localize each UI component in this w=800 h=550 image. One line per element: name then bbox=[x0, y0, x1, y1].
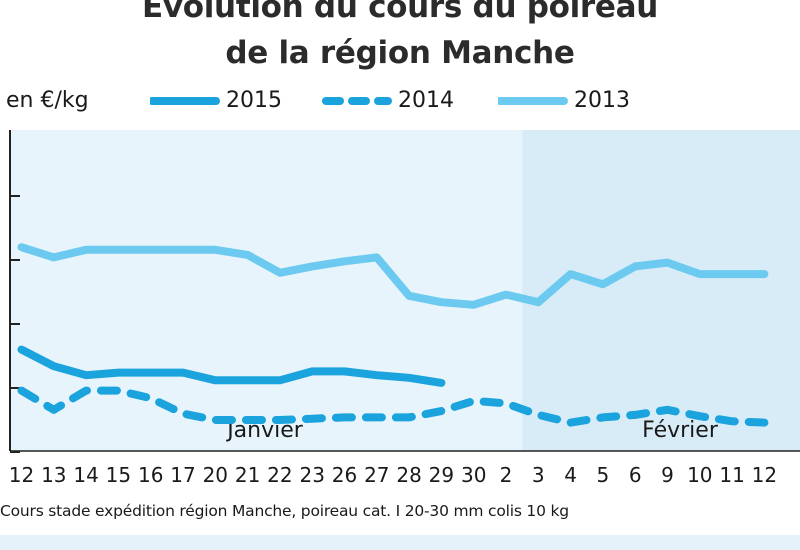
x-tick-label: 15 bbox=[106, 463, 131, 487]
x-tick-label: 9 bbox=[661, 463, 674, 487]
x-tick-label: 10 bbox=[687, 463, 712, 487]
x-tick-label: 29 bbox=[429, 463, 454, 487]
legend-item-2015: 2015 bbox=[150, 86, 310, 116]
legend-item-2013: 2013 bbox=[498, 86, 658, 116]
x-tick-label: 3 bbox=[532, 463, 545, 487]
x-tick-label: 28 bbox=[396, 463, 421, 487]
legend-label-2014: 2014 bbox=[398, 88, 454, 113]
chart-title: Evolution du cours du poireau de la régi… bbox=[0, 0, 800, 76]
chart-title-line-2: de la région Manche bbox=[225, 35, 575, 71]
x-tick-label: 30 bbox=[461, 463, 486, 487]
month-band-fevrier bbox=[522, 130, 800, 451]
x-tick-label: 12 bbox=[9, 463, 34, 487]
month-label: Février bbox=[642, 418, 719, 443]
source-note: Cours stade expédition région Manche, po… bbox=[0, 502, 569, 520]
y-axis-unit-label: en €/kg bbox=[6, 88, 89, 113]
x-tick-label: 16 bbox=[138, 463, 163, 487]
footer-band bbox=[0, 535, 800, 550]
x-tick-label: 20 bbox=[203, 463, 228, 487]
x-tick-label: 17 bbox=[170, 463, 195, 487]
series-line-2014 bbox=[17, 386, 769, 427]
x-tick-label: 23 bbox=[299, 463, 324, 487]
x-tick-label: 5 bbox=[597, 463, 610, 487]
x-tick-label: 14 bbox=[73, 463, 98, 487]
x-tick-label: 4 bbox=[564, 463, 577, 487]
x-tick-label: 12 bbox=[752, 463, 777, 487]
x-tick-label: 21 bbox=[235, 463, 260, 487]
legend-item-2014: 2014 bbox=[322, 86, 482, 116]
legend-label-2015: 2015 bbox=[226, 88, 282, 113]
x-tick-label: 27 bbox=[364, 463, 389, 487]
chart-title-line-1: Evolution du cours du poireau bbox=[141, 0, 659, 25]
month-band-janvier bbox=[10, 130, 523, 451]
x-tick-label: 2 bbox=[500, 463, 513, 487]
series-line-2013 bbox=[17, 243, 769, 309]
x-tick-label: 13 bbox=[41, 463, 66, 487]
series-line-2015 bbox=[17, 345, 446, 387]
legend-label-2013: 2013 bbox=[574, 88, 630, 113]
x-tick-label: 26 bbox=[332, 463, 357, 487]
x-tick-label: 11 bbox=[719, 463, 744, 487]
x-tick-label: 22 bbox=[267, 463, 292, 487]
x-tick-label: 6 bbox=[629, 463, 642, 487]
